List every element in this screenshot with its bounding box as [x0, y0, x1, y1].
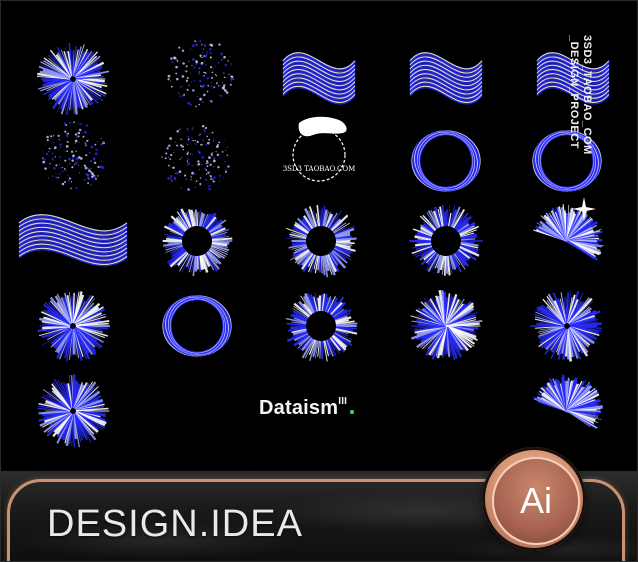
dataism-wordmark: DataismIII	[259, 396, 355, 420]
fan-burst-1-icon	[533, 204, 604, 261]
fan-burst-2-icon	[533, 374, 603, 430]
copper-border	[7, 479, 625, 561]
hand-logo-icon: 3SD3 TAOBAO.COM	[283, 116, 356, 182]
banner-title: DESIGN.IDEA	[47, 503, 303, 545]
logo-text: 3SD3 TAOBAO.COM	[283, 165, 356, 173]
radial-burst-3-icon	[530, 290, 603, 362]
wave-ribbon-1-icon	[282, 52, 356, 105]
dot-sphere-1-icon	[167, 40, 234, 108]
ai-badge-inner: Ai	[492, 457, 580, 545]
radial-burst-1-icon	[36, 43, 110, 116]
ai-icon: Ai	[519, 480, 552, 521]
ring-burst-3-icon	[409, 205, 483, 276]
dataism-word: Dataism	[259, 397, 339, 419]
ring-loop-3-icon	[162, 295, 232, 357]
dot-sphere-2-icon	[41, 121, 105, 190]
wave-ribbon-2-icon	[409, 52, 483, 105]
vertical-caption: 3SD3_TAOBAO_COM _DESIGN_PROJECT	[568, 35, 593, 155]
sparkle-icon	[572, 197, 596, 221]
ring-burst-2-icon	[285, 204, 357, 278]
radial-burst-2-icon	[37, 291, 110, 362]
ring-burst-1-icon	[162, 208, 233, 277]
wave-ribbon-3-icon	[536, 52, 610, 105]
ring-burst-4-icon	[285, 292, 358, 362]
graphics-grid: 3SD3 TAOBAO.COM	[18, 40, 610, 448]
dot-sphere-3-icon	[161, 124, 230, 192]
ring-loop-2-icon	[532, 130, 602, 192]
ring-loop-1-icon	[411, 130, 481, 192]
dome-burst-1-icon	[410, 289, 483, 361]
green-dot-icon	[350, 410, 355, 414]
radial-burst-4-icon	[37, 374, 110, 448]
ribbon-twist-1-icon	[18, 214, 128, 267]
dataism-mark: III	[338, 396, 348, 408]
ai-badge: Ai	[482, 447, 586, 551]
